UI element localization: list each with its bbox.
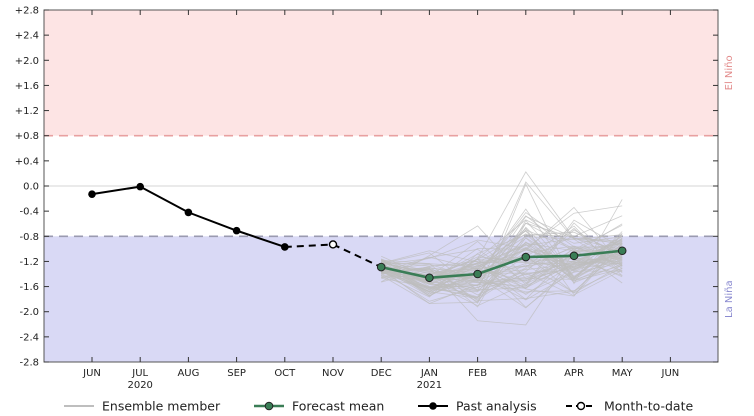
- ensemble-member-line: [381, 219, 623, 291]
- x-tick-label: JUN: [82, 368, 101, 379]
- ensemble-members: [380, 171, 623, 326]
- la-nina-label: La Niña: [724, 280, 735, 318]
- ensemble-member-line: [380, 227, 623, 297]
- ensemble-member-line: [380, 252, 623, 308]
- forecast-mean-point: [425, 273, 434, 283]
- y-tick-label: +1.2: [15, 106, 39, 117]
- forecast-mean-point: [569, 251, 579, 261]
- x-tick-label: OCT: [274, 368, 296, 379]
- x-tick-label: DEC: [371, 368, 392, 379]
- y-tick-label: -2.4: [19, 332, 39, 343]
- y-tick-label: +0.8: [15, 131, 39, 142]
- ensemble-member-line: [381, 206, 623, 285]
- ensemble-member-line: [381, 242, 623, 282]
- ensemble-member-line: [381, 237, 623, 281]
- past-analysis-point: [136, 182, 144, 191]
- ensemble-member-line: [381, 225, 623, 277]
- data-series: [88, 182, 627, 283]
- legend-label: Past analysis: [456, 399, 537, 414]
- legend: Ensemble member Forecast mean Past analysi…: [64, 399, 693, 414]
- month-to-date-connector: [284, 243, 334, 248]
- y-tick-label: -1.2: [19, 257, 39, 268]
- ensemble-member-line: [381, 215, 623, 298]
- forecast-mean-point: [617, 246, 627, 256]
- y-tick-label: +2.4: [15, 31, 39, 42]
- x-tick-label: AUG: [177, 368, 199, 379]
- legend-label: Month-to-date: [604, 399, 693, 414]
- y-tick-label: +2.8: [15, 6, 39, 17]
- y-tick-label: -1.6: [19, 282, 39, 293]
- background-regions: [44, 10, 718, 362]
- y-tick-label: -2.8: [19, 358, 39, 369]
- x-tick-label: SEP: [227, 368, 246, 379]
- past-analysis-point: [88, 190, 96, 198]
- x-tick-label: MAY: [612, 368, 634, 379]
- ensemble-member-line: [381, 243, 623, 277]
- past-analysis-point: [184, 208, 193, 217]
- year-label: 2021: [417, 380, 442, 391]
- el-nino-region: [44, 10, 718, 136]
- y-tick-label: +1.6: [15, 81, 39, 92]
- y-tick-label: -2.0: [19, 307, 39, 318]
- y-tick-label: -0.8: [19, 232, 39, 243]
- forecast-mean-point: [376, 262, 386, 272]
- forecast-mean-line: [380, 249, 623, 280]
- x-tick-label: FEB: [468, 368, 487, 379]
- ensemble-member-line: [381, 232, 623, 297]
- legend-forecast-marker: [264, 401, 274, 411]
- x-tick-label: JUL: [131, 368, 148, 379]
- ensemble-member-line: [381, 235, 623, 293]
- x-tick-label: JAN: [420, 368, 438, 379]
- legend-mtd-marker: [576, 401, 586, 411]
- year-label: 2020: [127, 380, 152, 391]
- legend-label: Forecast mean: [292, 399, 384, 414]
- x-tick-label: MAR: [515, 368, 537, 379]
- x-tick-label: JUN: [661, 368, 680, 379]
- y-tick-label: +0.4: [15, 156, 39, 167]
- y-tick-label: -0.4: [19, 207, 39, 218]
- tick-labels: +2.8 +2.4 +2.0 +1.6 +1.2 +0.8 +0.4 0.0 -0.4 -0.8 -…: [15, 6, 735, 392]
- legend-label: Ensemble member: [102, 399, 221, 414]
- past-analysis-point: [232, 226, 241, 235]
- forecast-mean-point: [473, 269, 482, 279]
- y-tick-label: 0.0: [23, 182, 39, 193]
- x-tick-label: APR: [564, 368, 584, 379]
- ensemble-member-line: [381, 181, 623, 292]
- legend-past-marker: [429, 402, 437, 410]
- el-nino-label: El Niño: [724, 55, 735, 90]
- ensemble-member-line: [381, 234, 623, 268]
- y-tick-label: +2.0: [15, 56, 39, 67]
- ensemble-member-line: [381, 247, 623, 283]
- forecast-mean-point: [521, 252, 531, 262]
- ensemble-member-line: [380, 254, 623, 297]
- forecast-connector: [332, 243, 382, 268]
- axes: [43, 9, 719, 363]
- ensemble-member-line: [381, 227, 623, 298]
- month-to-date-point: [328, 240, 338, 249]
- x-tick-label: NOV: [322, 368, 344, 379]
- ensemble-member-line: [381, 258, 623, 293]
- ensemble-member-line: [381, 257, 623, 282]
